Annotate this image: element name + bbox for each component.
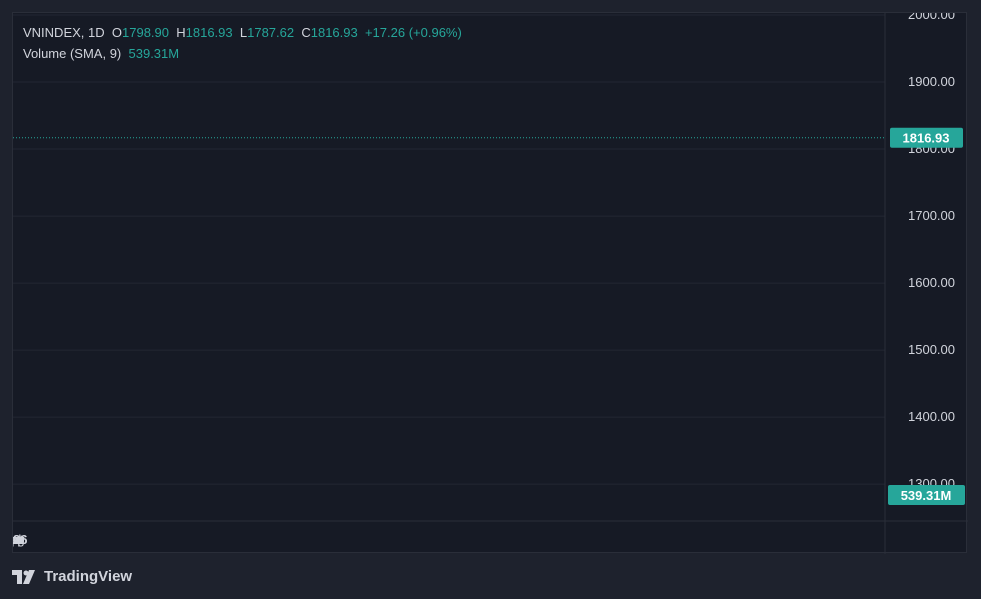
volume-badge	[888, 485, 965, 505]
close-value: 1816.93	[310, 25, 358, 40]
price-badge	[890, 127, 963, 148]
chart-frame[interactable]: 2000.00 1900.00 1800.00 1700.00 1600.00 1500.…	[12, 12, 968, 554]
x-tick-label: Apr	[13, 532, 24, 547]
y-tick-label: 1600.00	[908, 275, 955, 290]
low-key: L	[239, 25, 248, 40]
x-tick-label: 2026	[13, 532, 27, 547]
close-key: C	[301, 25, 311, 40]
y-tick-label: 2000.00	[908, 13, 955, 22]
x-tick-label: Oct	[13, 532, 23, 547]
y-tick-label: 1400.00	[908, 409, 955, 424]
x-tick-label: Jun	[13, 532, 23, 547]
y-tick-label: 1500.00	[908, 342, 955, 357]
volume-badge-text: 539.31M	[901, 488, 952, 503]
open-key: O	[111, 25, 123, 40]
brand-name: TradingView	[44, 568, 133, 585]
high-key: H	[176, 25, 186, 40]
low-value: 1787.62	[247, 25, 295, 40]
y-tick-label: 1700.00	[908, 208, 955, 223]
price-badge-text: 1816.93	[903, 131, 950, 146]
price-chart[interactable]: 2000.001900.001800.001700.001600.001500.…	[13, 13, 968, 554]
symbol-label: VNINDEX	[23, 25, 81, 40]
x-tick-label: Nov	[13, 532, 25, 547]
x-tick-label: Aug	[13, 532, 25, 547]
change-value: +17.26 (+0.96%)	[364, 25, 462, 40]
y-tick-label: 1900.00	[908, 74, 955, 89]
high-value: 1816.93	[185, 25, 233, 40]
open-value: 1798.90	[122, 25, 170, 40]
ohlc-legend: VNINDEX, 1D O1798.90 H1816.93 L1787.62 C…	[23, 25, 462, 40]
interval-label: 1D	[88, 25, 105, 40]
tradingview-logo-icon	[12, 569, 35, 584]
volume-legend: Volume (SMA, 9) 539.31M	[23, 46, 179, 61]
tradingview-footer[interactable]: TradingView	[12, 568, 132, 585]
volume-value: 539.31M	[128, 46, 180, 61]
volume-label: Volume (SMA, 9)	[23, 46, 122, 61]
x-tick-label: Jul	[13, 532, 21, 547]
x-tick-label: Sep	[13, 532, 25, 547]
